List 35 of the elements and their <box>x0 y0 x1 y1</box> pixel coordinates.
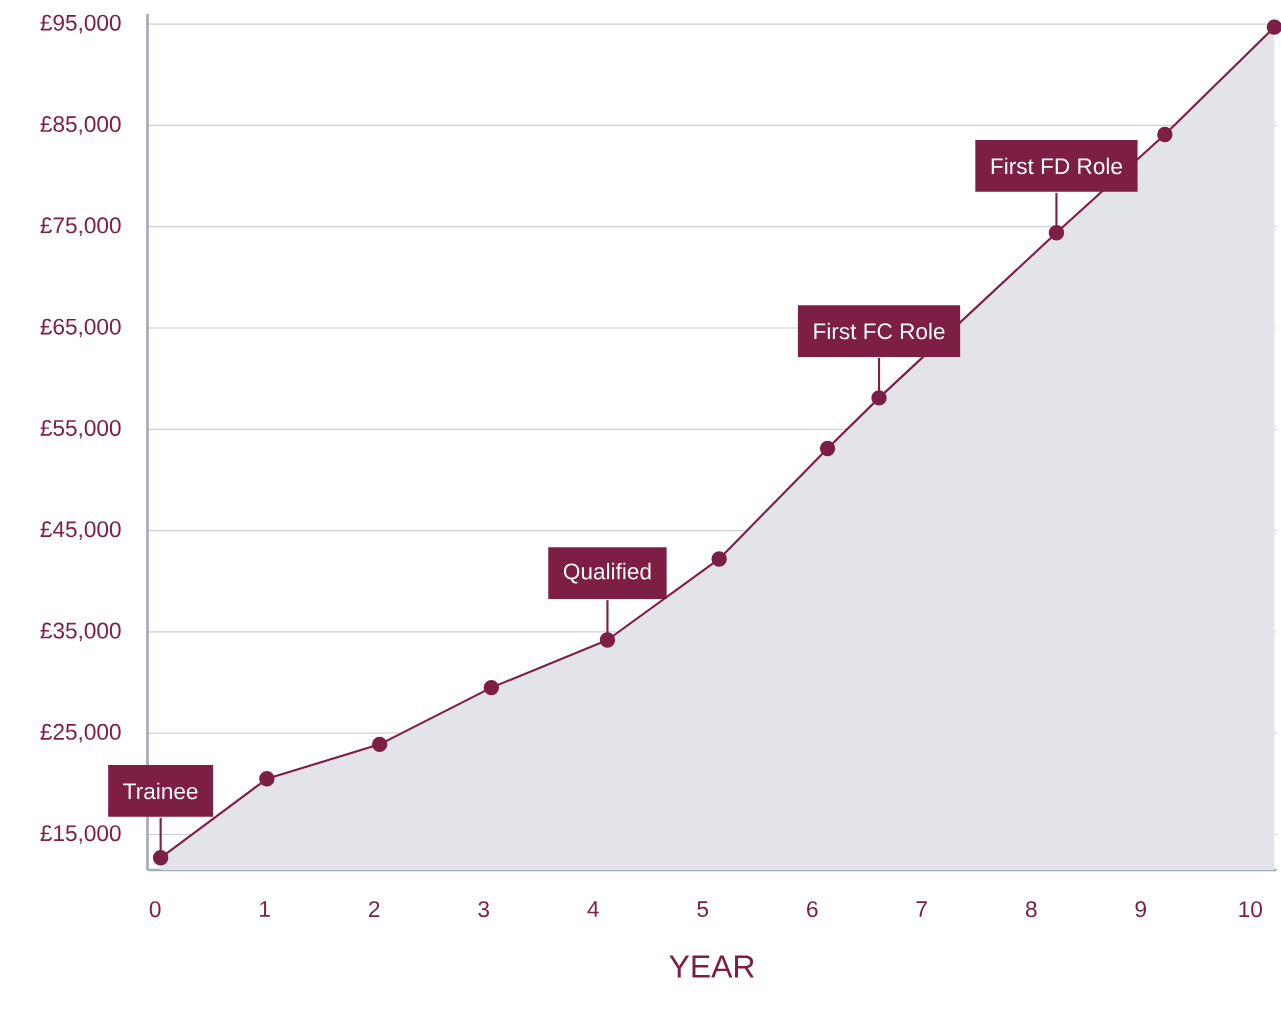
point <box>599 632 616 648</box>
point <box>371 736 388 752</box>
annotation: First FD Role <box>991 157 1122 174</box>
annotation: Trainee <box>123 782 198 800</box>
x-axis-title: YEAR <box>669 955 754 978</box>
point <box>152 849 169 866</box>
x-tick-label: 0 <box>149 900 161 917</box>
point <box>819 440 836 457</box>
point <box>259 770 275 787</box>
y-tick-label: £85,000 <box>40 115 121 135</box>
x-tick-label: 3 <box>478 900 489 917</box>
x-tick-label: 4 <box>587 900 599 917</box>
point <box>1048 224 1065 241</box>
annotation: Qualified <box>563 562 651 584</box>
y-tick-label: £75,000 <box>40 217 121 236</box>
point <box>483 679 500 696</box>
x-tick-label: 1 <box>260 900 270 917</box>
x-tick-label: 6 <box>807 900 818 917</box>
y-tick-label: £35,000 <box>40 622 121 641</box>
y-tick-label: £25,000 <box>40 723 121 743</box>
x-tick-label: 9 <box>1135 900 1146 917</box>
x-tick-label: 8 <box>1025 900 1037 917</box>
x-tick-label: 5 <box>697 900 709 917</box>
point <box>1157 126 1173 142</box>
point <box>871 389 887 406</box>
x-tick-label: 7 <box>916 900 927 917</box>
y-tick-label: £15,000 <box>40 824 121 844</box>
y-tick-label: £55,000 <box>40 419 121 439</box>
y-tick-label: £65,000 <box>40 318 121 338</box>
point <box>711 551 727 567</box>
y-tick-label: £45,000 <box>40 521 121 540</box>
x-tick-label: 2 <box>369 900 380 917</box>
annotation: First FC Role <box>814 322 945 340</box>
x-tick-label: 10 <box>1239 900 1262 917</box>
y-tick-label: £95,000 <box>40 14 121 34</box>
